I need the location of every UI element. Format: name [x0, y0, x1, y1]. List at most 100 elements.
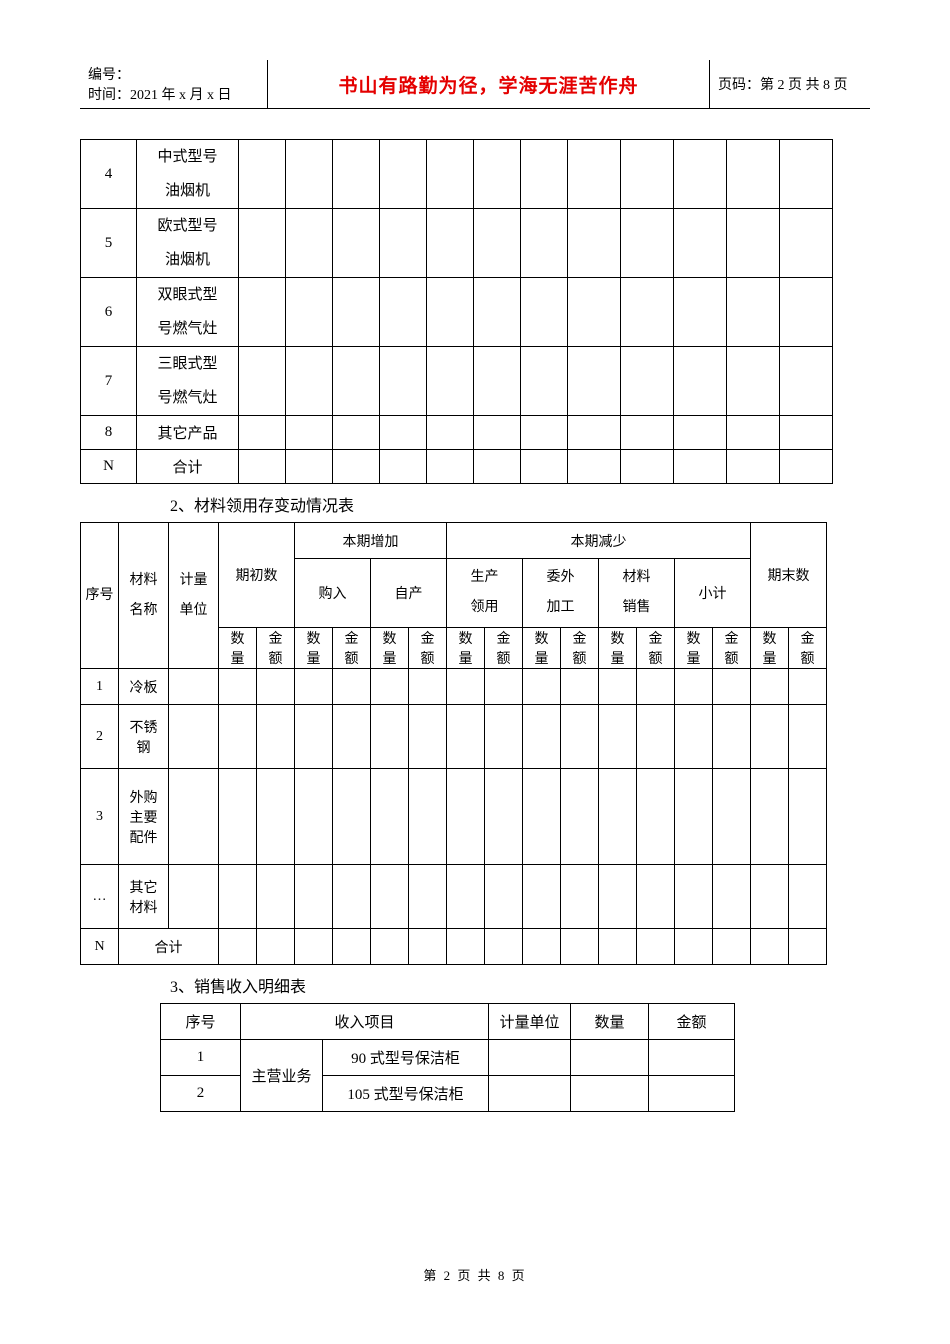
cell-empty	[568, 278, 621, 347]
col-amt: 金额	[257, 628, 295, 669]
cell-empty	[568, 450, 621, 484]
cell-empty	[371, 669, 409, 705]
page-header: 编号： 时间：2021 年 x 月 x 日 书山有路勤为径，学海无涯苦作舟 页码…	[80, 60, 870, 109]
col-seq: 序号	[161, 1004, 241, 1040]
col-sale: 材料销售	[599, 559, 675, 628]
cell-empty	[637, 865, 675, 929]
cell-seq: 1	[81, 669, 119, 705]
cell-empty	[427, 450, 474, 484]
cell-empty	[333, 929, 371, 965]
cell-empty	[380, 278, 427, 347]
cell-empty	[295, 929, 333, 965]
cell-empty	[219, 929, 257, 965]
cell-empty	[333, 705, 371, 769]
col-amt: 金额	[485, 628, 523, 669]
cell-name: 合计	[137, 450, 239, 484]
col-item: 收入项目	[241, 1004, 489, 1040]
cell-empty	[621, 140, 674, 209]
col-seq: 序号	[81, 523, 119, 669]
col-unit: 计量单位	[489, 1004, 571, 1040]
cell-empty	[380, 450, 427, 484]
col-qty: 数量	[599, 628, 637, 669]
cell-empty	[599, 929, 637, 965]
cell-empty	[485, 669, 523, 705]
cell-empty	[675, 769, 713, 865]
cell-empty	[568, 209, 621, 278]
cell-empty	[295, 669, 333, 705]
cell-empty	[427, 140, 474, 209]
cell-empty	[561, 705, 599, 769]
cell-empty	[727, 347, 780, 416]
col-self: 自产	[371, 559, 447, 628]
cell-empty	[521, 450, 568, 484]
table-row: N合计	[81, 929, 827, 965]
cell-seq: 1	[161, 1040, 241, 1076]
cell-empty	[751, 705, 789, 769]
cell-empty	[286, 347, 333, 416]
cell-empty	[674, 347, 727, 416]
cell-empty	[219, 669, 257, 705]
cell-empty	[521, 347, 568, 416]
col-increase: 本期增加	[295, 523, 447, 559]
cell-empty	[649, 1076, 735, 1112]
cell-seq: 7	[81, 347, 137, 416]
cell-empty	[239, 416, 286, 450]
col-name: 材料名称	[119, 523, 169, 669]
cell-seq: …	[81, 865, 119, 929]
cell-empty	[561, 929, 599, 965]
cell-empty	[447, 865, 485, 929]
cell-empty	[371, 705, 409, 769]
header-meta: 编号： 时间：2021 年 x 月 x 日	[80, 60, 268, 109]
cell-empty	[371, 865, 409, 929]
cell-unit	[169, 705, 219, 769]
cell-empty	[485, 705, 523, 769]
cell-name: 冷板	[119, 669, 169, 705]
cell-empty	[523, 769, 561, 865]
cell-empty	[675, 929, 713, 965]
cell-empty	[568, 347, 621, 416]
cell-empty	[333, 769, 371, 865]
col-amt: 金额	[713, 628, 751, 669]
col-qty: 数量	[523, 628, 561, 669]
cell-empty	[561, 865, 599, 929]
cell-empty	[621, 209, 674, 278]
cell-empty	[674, 209, 727, 278]
cell-empty	[447, 669, 485, 705]
cell-unit	[169, 669, 219, 705]
cell-empty	[713, 705, 751, 769]
cell-empty	[295, 769, 333, 865]
cell-empty	[523, 669, 561, 705]
table-row: …其它材料	[81, 865, 827, 929]
cell-empty	[521, 278, 568, 347]
cell-empty	[621, 450, 674, 484]
cell-empty	[474, 347, 521, 416]
col-amt: 金额	[789, 628, 827, 669]
table-row: 3外购主要配件	[81, 769, 827, 865]
cell-empty	[489, 1076, 571, 1112]
cell-empty	[474, 278, 521, 347]
cell-empty	[380, 209, 427, 278]
cell-seq: 4	[81, 140, 137, 209]
cell-empty	[409, 929, 447, 965]
cell-name: 三眼式型号燃气灶	[137, 347, 239, 416]
cell-empty	[571, 1076, 649, 1112]
cell-seq: 8	[81, 416, 137, 450]
cell-empty	[751, 865, 789, 929]
cell-empty	[371, 769, 409, 865]
cell-empty	[674, 450, 727, 484]
cell-name: 其它材料	[119, 865, 169, 929]
col-qty: 数量	[295, 628, 333, 669]
cell-seq: N	[81, 450, 137, 484]
cell-empty	[675, 865, 713, 929]
col-qty: 数量	[571, 1004, 649, 1040]
col-qty: 数量	[219, 628, 257, 669]
cell-empty	[727, 140, 780, 209]
cell-empty	[447, 705, 485, 769]
col-unit: 计量单位	[169, 523, 219, 669]
cell-empty	[675, 669, 713, 705]
cell-empty	[523, 705, 561, 769]
sales-table: 序号 收入项目 计量单位 数量 金额 1 主营业务 90 式型号保洁柜 2 10…	[160, 1003, 735, 1112]
cell-name: 90 式型号保洁柜	[323, 1040, 489, 1076]
cell-empty	[713, 929, 751, 965]
cell-empty	[286, 278, 333, 347]
